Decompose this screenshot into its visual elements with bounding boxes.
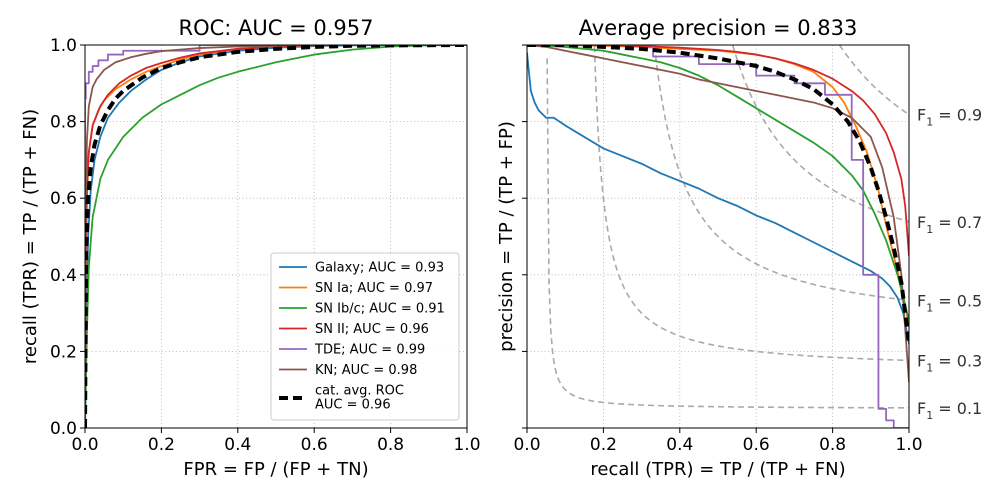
f1-value: = 0.1 bbox=[933, 399, 982, 418]
x-axis-label: FPR = FP / (FP + TN) bbox=[183, 459, 368, 480]
y-tick-label: 1.0 bbox=[50, 36, 77, 56]
x-tick-label: 0.8 bbox=[819, 435, 846, 455]
plot-area bbox=[527, 45, 909, 428]
f1-isoline bbox=[546, 58, 909, 409]
series-line bbox=[85, 45, 467, 428]
f1-isoline-label: F1 = 0.9 bbox=[917, 106, 982, 129]
f1-isoline bbox=[593, 46, 909, 362]
series-line bbox=[527, 45, 909, 325]
x-axis-label: recall (TPR) = TP / (TP + FN) bbox=[590, 459, 845, 480]
plot-area bbox=[85, 45, 467, 428]
series-line bbox=[527, 52, 909, 344]
series-line bbox=[527, 45, 909, 256]
f1-value: = 0.3 bbox=[933, 351, 982, 370]
legend-entry-label: AUC = 0.96 bbox=[315, 398, 391, 413]
y-tick-label: 0.2 bbox=[50, 342, 77, 362]
f1-isoline bbox=[838, 45, 909, 116]
x-tick-label: 0.0 bbox=[71, 435, 98, 455]
x-tick-label: 0.8 bbox=[377, 435, 404, 455]
legend-entry-label: KN; AUC = 0.98 bbox=[315, 363, 417, 378]
x-tick-label: 0.6 bbox=[301, 435, 328, 455]
y-tick-label: 0.6 bbox=[50, 189, 77, 209]
f1-isoline-label: F1 = 0.1 bbox=[917, 399, 982, 422]
y-axis-label: precision = TP / (TP + FP) bbox=[496, 121, 517, 352]
x-tick-label: 1.0 bbox=[453, 435, 480, 455]
x-tick-label: 0.2 bbox=[590, 435, 617, 455]
axis-frame bbox=[84, 44, 468, 429]
f1-symbol: F bbox=[917, 351, 926, 370]
legend-entry-label: cat. avg. ROC bbox=[315, 384, 404, 399]
roc-panel: 0.00.0 0.2 0.2 0.4 0.4 0.6 0.6 0.8 0.8 1.0 1.0 ROC:… bbox=[20, 16, 481, 480]
legend-entry-label: TDE; AUC = 0.99 bbox=[314, 343, 425, 358]
f1-isoline-label: F1 = 0.3 bbox=[917, 351, 982, 374]
f1-symbol: F bbox=[917, 291, 926, 310]
f1-subscript: 1 bbox=[926, 301, 933, 314]
y-axis-label: recall (TPR) = TP / (TP + FN) bbox=[20, 109, 41, 364]
x-tick-label: 0.2 bbox=[148, 435, 175, 455]
legend-entry-label: Galaxy; AUC = 0.93 bbox=[315, 261, 444, 276]
chart-title: Average precision = 0.833 bbox=[579, 16, 858, 40]
y-tick-label: 0.4 bbox=[50, 266, 77, 286]
x-tick-label: 1.0 bbox=[895, 435, 922, 455]
f1-subscript: 1 bbox=[926, 409, 933, 422]
f1-isoline bbox=[653, 45, 909, 302]
f1-isoline bbox=[731, 45, 909, 223]
f1-subscript: 1 bbox=[926, 361, 933, 374]
f1-value: = 0.7 bbox=[933, 213, 982, 232]
x-tick-label: 0.6 bbox=[743, 435, 770, 455]
series-line bbox=[85, 45, 467, 428]
chart-title: ROC: AUC = 0.957 bbox=[179, 16, 374, 40]
y-tick-label: 0.0 bbox=[50, 419, 77, 439]
f1-symbol: F bbox=[917, 213, 926, 232]
f1-subscript: 1 bbox=[926, 116, 933, 129]
series-line bbox=[527, 45, 909, 383]
series-line bbox=[527, 45, 909, 344]
axis-frame bbox=[526, 44, 910, 429]
series-line bbox=[85, 45, 467, 428]
f1-isoline-label: F1 = 0.7 bbox=[917, 213, 982, 236]
f1-value: = 0.9 bbox=[933, 106, 982, 125]
x-tick-label: 0.4 bbox=[666, 435, 693, 455]
y-tick-label: 0.8 bbox=[50, 113, 77, 133]
precision-recall-panel: 0.0 0.2 0.4 0.6 0.8 1.0 Average precision = 0.… bbox=[496, 16, 982, 480]
legend-box bbox=[270, 252, 460, 421]
f1-symbol: F bbox=[917, 399, 926, 418]
series-line bbox=[527, 45, 909, 321]
f1-subscript: 1 bbox=[926, 223, 933, 236]
x-tick-label: 0.0 bbox=[513, 435, 540, 455]
legend-entry-label: SN II; AUC = 0.96 bbox=[315, 322, 429, 337]
legend-entry-label: SN Ia; AUC = 0.97 bbox=[315, 281, 433, 296]
x-tick-label: 0.4 bbox=[224, 435, 251, 455]
legend-entry-label: SN Ib/c; AUC = 0.91 bbox=[315, 302, 445, 317]
series-line bbox=[527, 45, 909, 428]
f1-isoline-label: F1 = 0.5 bbox=[917, 291, 982, 314]
f1-value: = 0.5 bbox=[933, 291, 982, 310]
f1-symbol: F bbox=[917, 106, 926, 125]
legend: Galaxy; AUC = 0.93 SN Ia; AUC = 0.97 SN Ib… bbox=[270, 252, 460, 421]
series-line bbox=[85, 45, 467, 428]
